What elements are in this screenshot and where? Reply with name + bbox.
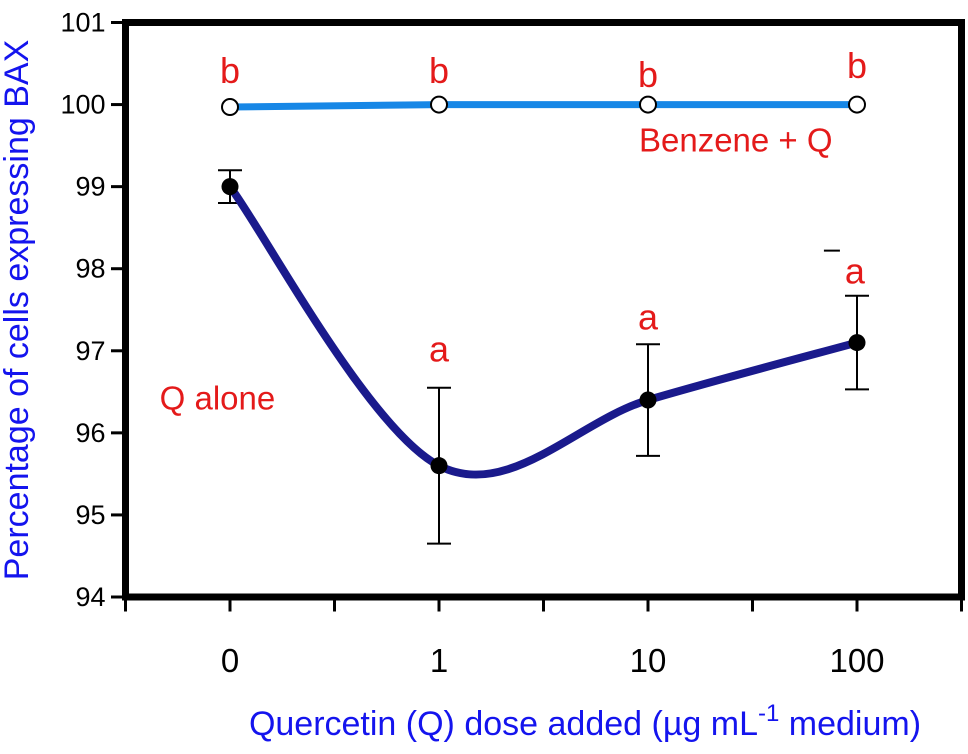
marker-open-circle-benzene-q (221, 98, 239, 117)
x-axis-ticks: 0 1 10 100 (124, 600, 963, 679)
x-tick-label: 100 (829, 642, 884, 679)
x-axis-title-post: medium) (779, 705, 921, 743)
annotations: b b b b a a a Q alone Benzene + Q (160, 45, 867, 416)
marker-filled-circle-q-alone (221, 178, 239, 196)
y-axis-title: Percentage of cells expressing BAX (0, 40, 36, 581)
x-axis-title-pre: Quercetin (Q) dose added (µg mL (249, 705, 758, 743)
marker-open-circle-benzene-q (430, 95, 448, 114)
series-label-q-alone: Q alone (160, 379, 276, 416)
y-tick-label: 101 (60, 8, 105, 38)
y-tick-label: 98 (75, 254, 105, 284)
x-tick-label: 10 (630, 642, 667, 679)
significance-letter-a: a (429, 328, 450, 369)
plot-frame-rect (122, 19, 965, 601)
x-axis-title-superscript: -1 (758, 700, 779, 727)
significance-letter-b: b (220, 50, 240, 91)
error-bars (218, 169, 869, 545)
marker-filled-circle-q-alone (430, 457, 448, 475)
y-tick-label: 100 (60, 90, 105, 120)
marker-filled-circle-q-alone (639, 391, 657, 409)
series-markers (221, 95, 866, 475)
marker-filled-circle-q-alone (848, 334, 866, 352)
line-benzene-q (226, 101, 861, 111)
y-tick-label: 96 (75, 418, 105, 448)
significance-letter-a: a (845, 250, 866, 291)
significance-letter-b: b (638, 54, 658, 95)
series-lines (226, 101, 861, 479)
significance-letter-b: b (847, 45, 867, 86)
marker-open-circle-benzene-q (639, 95, 657, 114)
x-tick-label: 0 (221, 642, 239, 679)
y-axis-ticks: 94 95 96 97 98 99 100 101 (60, 8, 122, 612)
plot-frame (122, 19, 965, 601)
significance-letter-a: a (638, 296, 659, 337)
series-label-benzene-q: Benzene + Q (639, 122, 833, 159)
y-tick-label: 94 (75, 582, 105, 612)
significance-letter-b: b (429, 50, 449, 91)
x-tick-label: 1 (430, 642, 448, 679)
y-tick-label: 99 (75, 172, 105, 202)
line-q-alone (226, 182, 861, 479)
marker-open-circle-benzene-q (848, 95, 866, 114)
x-axis-title: Quercetin (Q) dose added (µg mL-1 medium… (249, 700, 921, 743)
y-tick-label: 95 (75, 500, 105, 530)
y-tick-label: 97 (75, 336, 105, 366)
